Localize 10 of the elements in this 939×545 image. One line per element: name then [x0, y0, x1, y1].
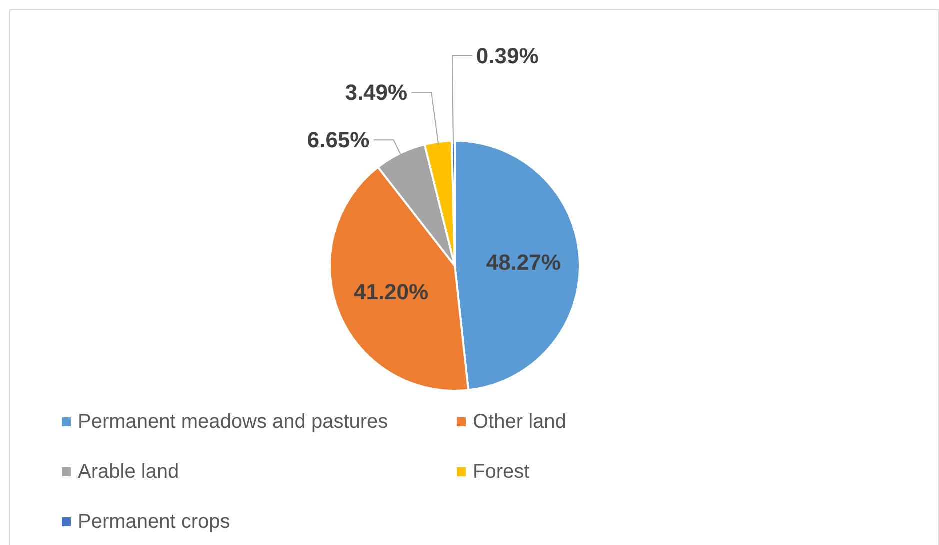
data-label: 41.20% — [354, 279, 429, 304]
legend-label: Arable land — [78, 461, 180, 483]
data-label: 48.27% — [486, 250, 561, 275]
data-label: 0.39% — [476, 44, 539, 69]
data-label: 6.65% — [307, 128, 370, 153]
legend-label: Permanent crops — [78, 511, 230, 533]
data-label: 3.49% — [345, 80, 408, 106]
legend-label: Permanent meadows and pastures — [78, 411, 388, 433]
legend-label: Forest — [473, 461, 530, 483]
legend-label: Other land — [473, 411, 566, 433]
